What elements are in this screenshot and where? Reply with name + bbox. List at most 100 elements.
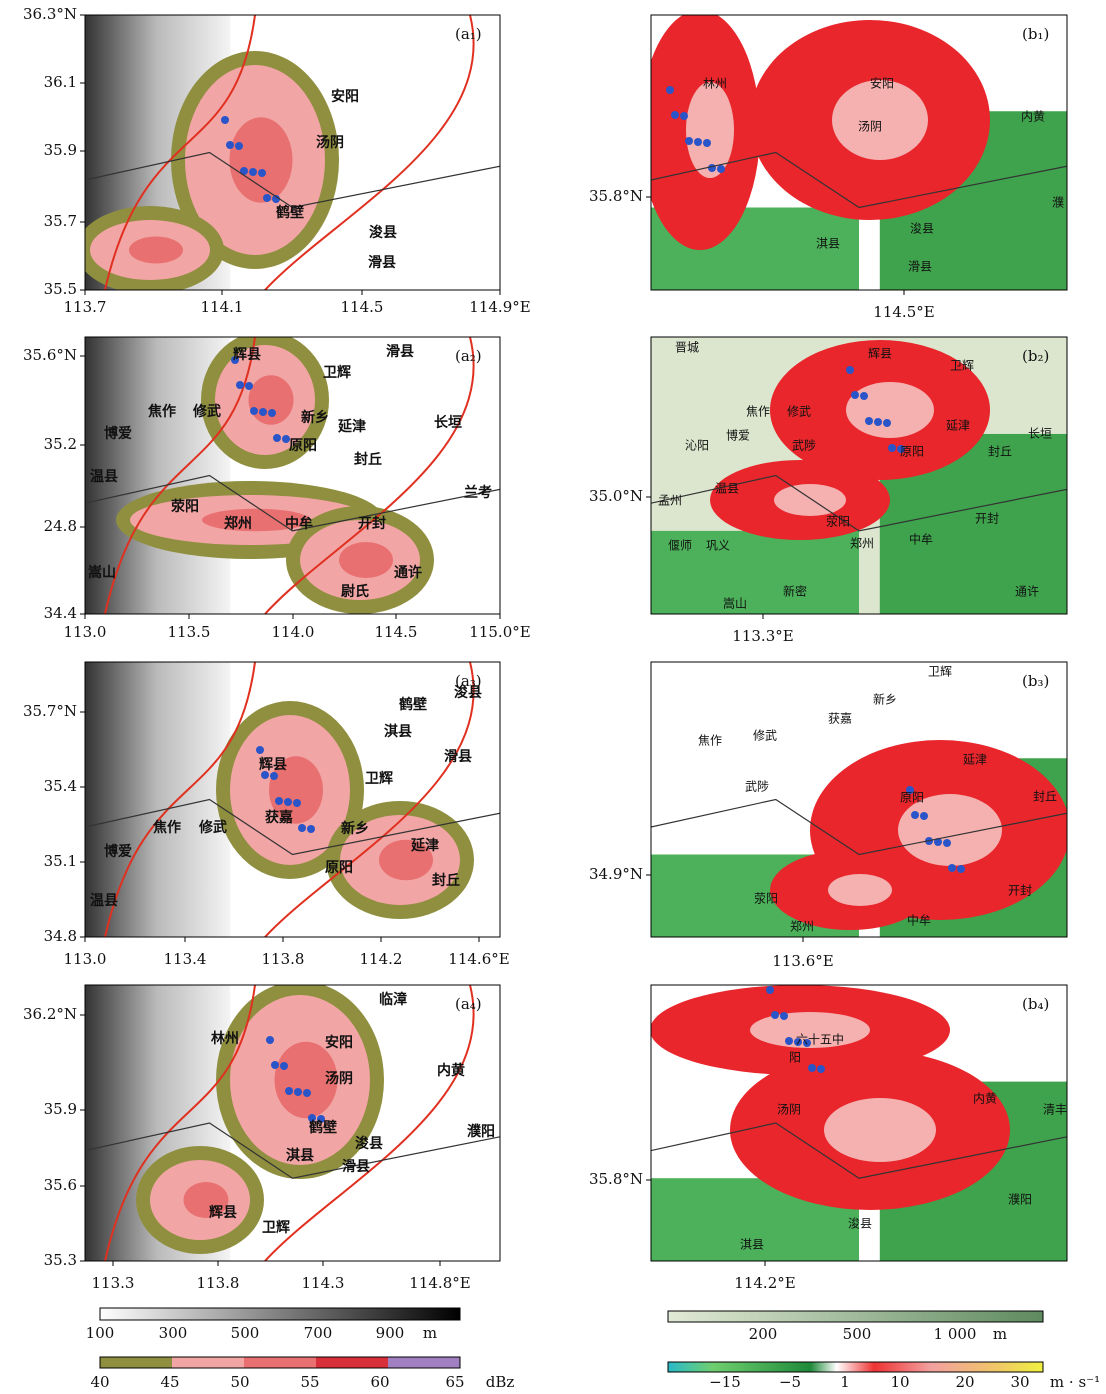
panel-label: (b₃) bbox=[1022, 672, 1049, 690]
y-tick-label: 24.8 bbox=[44, 517, 77, 535]
x-tick-label: 114.9°E bbox=[469, 298, 530, 316]
storm-dot bbox=[694, 138, 702, 146]
colorbar: 40 45 50 55 60 65 dBz bbox=[90, 1356, 514, 1391]
x-tick-label: 115.0°E bbox=[469, 623, 530, 641]
colorbar-label: 20 bbox=[955, 1373, 974, 1391]
place-name: 淇县 bbox=[286, 1147, 314, 1164]
x-tick-label: 113.3 bbox=[92, 1274, 135, 1292]
place-name: 封丘 bbox=[988, 445, 1012, 459]
place-name: 焦作 bbox=[746, 405, 770, 419]
storm-dot bbox=[270, 772, 278, 780]
place-name: 焦作 bbox=[698, 734, 722, 748]
colorbar-swatch bbox=[316, 1357, 388, 1368]
echo-50 bbox=[339, 542, 393, 578]
storm-dot bbox=[298, 824, 306, 832]
colorbar-label: 1 000 bbox=[934, 1325, 977, 1343]
place-name: 滑县 bbox=[342, 1158, 370, 1175]
colorbar-frame bbox=[99, 1356, 461, 1369]
place-name: 延津 bbox=[337, 418, 366, 435]
place-name: 滑县 bbox=[386, 343, 414, 360]
place-name: 六十五中 bbox=[796, 1032, 844, 1047]
place-name: 原阳 bbox=[900, 791, 924, 805]
place-name: 修武 bbox=[787, 404, 811, 419]
isotherm bbox=[104, 662, 256, 937]
colorbar-swatch bbox=[100, 1357, 172, 1368]
map-body bbox=[85, 337, 500, 614]
place-name: 林州 bbox=[211, 1030, 239, 1047]
colorbar-swatch bbox=[172, 1357, 244, 1368]
storm-dot bbox=[261, 771, 269, 779]
storm-dot bbox=[957, 865, 965, 873]
place-name: 嵩山 bbox=[723, 597, 747, 611]
place-name: 新乡 bbox=[301, 409, 329, 426]
place-name: 开封 bbox=[975, 512, 999, 526]
colorbar-frame bbox=[667, 1361, 1044, 1373]
place-name: 卫辉 bbox=[950, 359, 974, 373]
map-panel: (a₄) 36.2°N 35.9 35.6 35.3 113.3 113.8 114.3 114… bbox=[23, 984, 501, 1292]
place-name: 原阳 bbox=[325, 860, 353, 876]
storm-dot bbox=[240, 167, 248, 175]
boundary bbox=[651, 474, 1067, 532]
frame bbox=[650, 336, 1068, 615]
echo-50 bbox=[269, 756, 323, 824]
place-name: 焦作 bbox=[147, 403, 176, 420]
x-tick-label: 114.0 bbox=[272, 623, 315, 641]
storm-dot bbox=[249, 168, 257, 176]
storm-dot bbox=[897, 445, 905, 453]
x-tick-label: 113.6°E bbox=[772, 952, 833, 970]
y-tick-label: 36.3°N bbox=[23, 5, 77, 23]
place-name: 浚县 bbox=[355, 1135, 383, 1152]
x-tick-label: 113.5 bbox=[168, 623, 211, 641]
colorbar-swatch bbox=[388, 1357, 460, 1368]
x-tick-label: 114.1 bbox=[201, 298, 244, 316]
place-name: 鹤壁 bbox=[399, 696, 427, 713]
panel-label: (b₁) bbox=[1022, 25, 1049, 43]
map-body bbox=[85, 985, 500, 1261]
place-name: 浚县 bbox=[369, 224, 397, 241]
place-name: 安阳 bbox=[331, 88, 359, 105]
place-name: 修武 bbox=[753, 728, 777, 743]
place-name: 博爱 bbox=[104, 843, 132, 860]
map-panel: (a₃) 35.7°N 35.4 35.1 34.8 113.0 113.4 113.8 114… bbox=[23, 661, 510, 968]
colorbar-label: 700 bbox=[304, 1324, 333, 1342]
storm-dot bbox=[263, 194, 271, 202]
y-tick-label: 35.5 bbox=[44, 280, 77, 298]
colorbar-ramp bbox=[100, 1308, 460, 1320]
y-tick-label: 35.2 bbox=[44, 435, 77, 453]
storm-dot bbox=[948, 864, 956, 872]
place-name: 内黄 bbox=[437, 1062, 465, 1079]
place-name: 郑州 bbox=[850, 536, 874, 551]
place-name: 开封 bbox=[358, 515, 386, 532]
boundary bbox=[85, 151, 500, 209]
place-name: 原阳 bbox=[900, 445, 924, 459]
frame bbox=[650, 661, 1068, 938]
place-name: 延津 bbox=[963, 753, 987, 767]
map-body bbox=[651, 985, 1067, 1261]
echo-50 bbox=[229, 117, 293, 203]
place-name: 获嘉 bbox=[265, 809, 293, 826]
storm-dot bbox=[250, 407, 258, 415]
colorbar-label: 55 bbox=[300, 1373, 319, 1391]
y-tick-label: 36.1 bbox=[44, 73, 77, 91]
place-name: 淇县 bbox=[816, 237, 840, 251]
storm-dot bbox=[860, 392, 868, 400]
place-name: 浚县 bbox=[454, 684, 482, 701]
frame bbox=[650, 14, 1068, 291]
colorbar-label: 50 bbox=[230, 1373, 249, 1391]
storm-dot bbox=[308, 1114, 316, 1122]
place-name: 沁阳 bbox=[685, 439, 709, 453]
x-tick-label: 113.0 bbox=[64, 623, 107, 641]
y-tick-label: 34.9°N bbox=[589, 865, 643, 883]
storm-dot bbox=[284, 798, 292, 806]
x-tick-label: 114.5 bbox=[375, 623, 418, 641]
x-tick-label: 114.2°E bbox=[734, 1274, 795, 1292]
map-body bbox=[85, 15, 500, 290]
frame bbox=[84, 661, 501, 938]
place-name: 内黄 bbox=[1021, 110, 1045, 124]
colorbar-unit: m bbox=[423, 1324, 437, 1342]
isotherm bbox=[264, 337, 475, 614]
place-name: 原阳 bbox=[289, 438, 317, 454]
storm-dot bbox=[888, 444, 896, 452]
place-name: 焦作 bbox=[152, 819, 181, 836]
